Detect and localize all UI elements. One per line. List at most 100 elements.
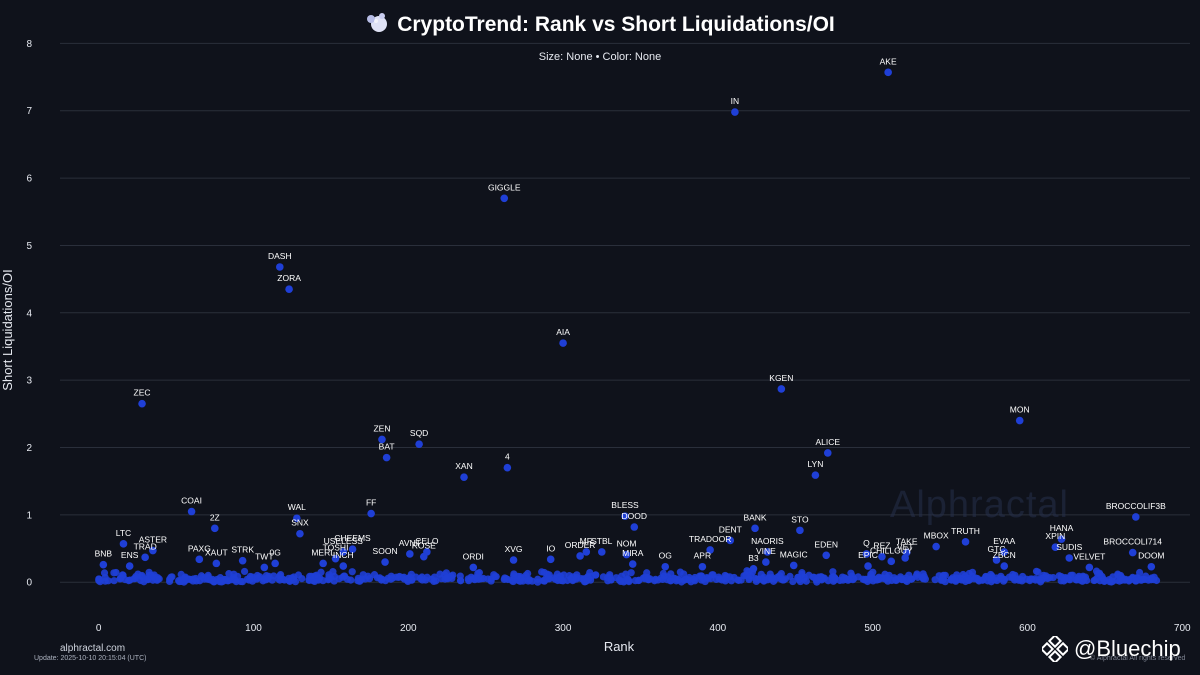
data-point-evaa[interactable] — [1000, 548, 1009, 556]
cluster-point — [364, 572, 372, 580]
data-point-sto[interactable] — [796, 526, 804, 535]
brand-text: @Bluechip — [1074, 636, 1181, 661]
data-point-toshi[interactable] — [331, 554, 340, 563]
data-point-merl[interactable] — [319, 559, 327, 568]
data-point-rose[interactable] — [419, 552, 428, 561]
cluster-point — [442, 574, 451, 582]
data-point-naoris[interactable] — [763, 548, 772, 556]
data-point-ff[interactable] — [367, 509, 375, 518]
data-point-mbox[interactable] — [932, 542, 940, 551]
data-point-ens[interactable] — [125, 562, 134, 570]
point-label: CELO — [415, 536, 439, 546]
data-point-apr[interactable] — [698, 562, 707, 571]
data-point-b3[interactable] — [749, 564, 758, 573]
data-point-chillguy[interactable] — [887, 557, 896, 566]
data-point-doom[interactable] — [1147, 562, 1156, 571]
data-point-soon[interactable] — [381, 558, 389, 566]
data-point-zen[interactable] — [378, 435, 386, 444]
chart-subtitle: Size: None • Color: None — [538, 51, 662, 63]
data-point-bat[interactable] — [382, 453, 391, 462]
data-point-nom[interactable] — [622, 550, 631, 559]
data-point-og[interactable] — [661, 562, 670, 571]
data-point-xaut[interactable] — [212, 559, 221, 568]
data-point-broccoli714[interactable] — [1128, 548, 1137, 557]
data-point-dash[interactable] — [276, 263, 284, 271]
data-point-truth[interactable] — [961, 538, 970, 546]
data-point-xpin[interactable] — [1051, 543, 1060, 552]
data-point-gtc[interactable] — [992, 556, 1001, 564]
data-point-tradoor[interactable] — [706, 546, 714, 554]
data-point-q[interactable] — [862, 550, 871, 558]
data-point-hana[interactable] — [1057, 535, 1066, 543]
data-point-snx[interactable] — [296, 529, 304, 538]
data-point-alice[interactable] — [823, 449, 832, 457]
cluster-point — [545, 575, 554, 583]
cluster-point — [1072, 576, 1080, 584]
data-point-useless[interactable] — [339, 548, 348, 556]
update-timestamp: Update: 2025-10-10 20:15:04 (UTC) — [34, 655, 147, 662]
data-point-zec[interactable] — [138, 399, 146, 408]
point-label: AKE — [880, 56, 897, 66]
data-point-zora[interactable] — [285, 285, 293, 294]
data-point-4[interactable] — [503, 463, 512, 472]
data-point-sqd[interactable] — [415, 440, 423, 448]
data-point-aia[interactable] — [559, 339, 567, 347]
data-point-bnb[interactable] — [99, 560, 108, 569]
data-point-mr[interactable] — [582, 548, 591, 556]
data-point-in[interactable] — [731, 108, 739, 116]
data-point-xvg[interactable] — [509, 556, 518, 564]
data-point-epic[interactable] — [864, 562, 872, 570]
bluechip-diamond-icon — [1042, 636, 1068, 662]
data-point-2z[interactable] — [210, 524, 219, 533]
data-point-vet[interactable] — [901, 554, 909, 562]
footer-site-link[interactable]: alphractal.com — [60, 643, 126, 654]
cluster-point — [654, 576, 662, 584]
cluster-point — [528, 577, 536, 585]
data-point-ake[interactable] — [884, 68, 892, 77]
data-point-order[interactable] — [576, 552, 584, 560]
data-point-bank[interactable] — [751, 524, 759, 533]
y-tick-label: 4 — [26, 308, 32, 319]
data-point-stbl[interactable] — [597, 548, 606, 556]
cluster-point — [666, 577, 675, 585]
cluster-point — [1147, 575, 1155, 583]
data-point-io[interactable] — [546, 555, 555, 564]
data-point-bless[interactable] — [621, 512, 629, 521]
data-point-broccolif3b[interactable] — [1132, 513, 1140, 521]
cluster-point — [721, 577, 729, 585]
data-point-dood[interactable] — [630, 523, 639, 531]
data-point-zbcn[interactable] — [1000, 562, 1009, 570]
data-point-sudis[interactable] — [1065, 554, 1074, 562]
data-point-giggle[interactable] — [500, 194, 509, 203]
data-point-kgen[interactable] — [777, 385, 786, 393]
data-point-magic[interactable] — [789, 561, 798, 570]
data-point-vine[interactable] — [762, 558, 770, 566]
data-point-cheems[interactable] — [348, 545, 357, 554]
data-point-twt[interactable] — [260, 563, 269, 572]
point-label: LYN — [807, 459, 823, 469]
data-point-mira[interactable] — [628, 560, 637, 568]
cluster-point — [325, 575, 333, 583]
cluster-point — [703, 574, 711, 582]
data-point-xan[interactable] — [460, 473, 468, 481]
data-point-aster[interactable] — [149, 546, 157, 555]
cluster-point — [311, 577, 319, 586]
data-point-eden[interactable] — [822, 551, 831, 560]
x-tick-label: 700 — [1174, 623, 1191, 634]
chart-title: CryptoTrend: Rank vs Short Liquidations/… — [0, 12, 1200, 37]
data-point-paxg[interactable] — [195, 555, 204, 564]
data-point-rez[interactable] — [878, 552, 886, 561]
data-point-coai[interactable] — [187, 507, 196, 516]
data-point-mon[interactable] — [1015, 416, 1024, 425]
data-point-ltc[interactable] — [119, 540, 128, 548]
data-point-wal[interactable] — [293, 514, 301, 523]
data-point-avnt[interactable] — [406, 550, 414, 558]
data-point-inch[interactable] — [339, 562, 348, 570]
data-point-strk[interactable] — [238, 556, 247, 565]
data-point-dent[interactable] — [726, 536, 735, 545]
data-point-velvet[interactable] — [1085, 563, 1094, 572]
data-point-trad[interactable] — [141, 553, 149, 562]
data-point-0g[interactable] — [271, 559, 279, 568]
data-point-lyn[interactable] — [811, 471, 820, 479]
data-point-ordi[interactable] — [469, 563, 478, 572]
